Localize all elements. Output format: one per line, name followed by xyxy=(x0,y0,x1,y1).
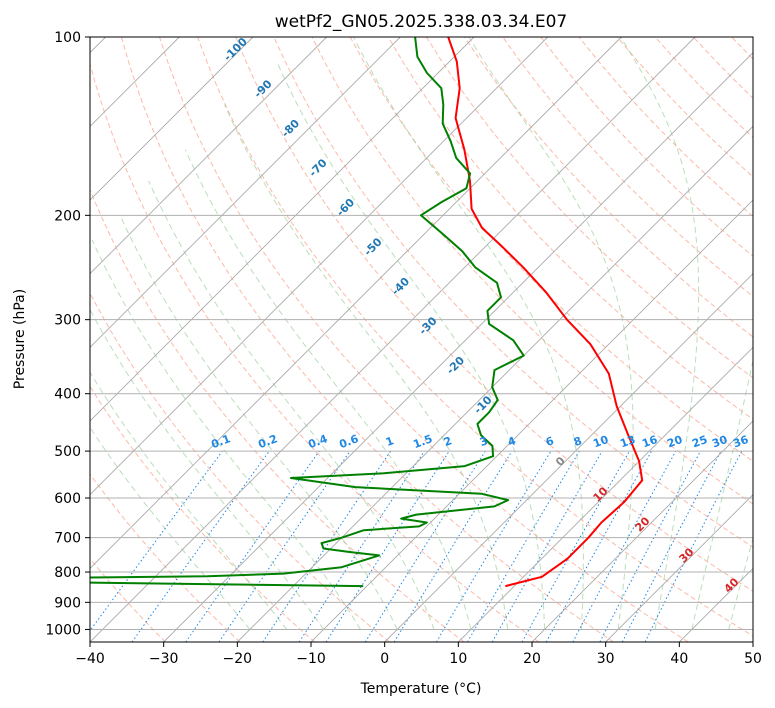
mixing-ratio-label: 20 xyxy=(665,433,684,451)
isotherm xyxy=(90,37,475,422)
isotherm xyxy=(384,273,753,642)
mixing-ratio-label: 0.4 xyxy=(306,432,329,451)
mixing-ratio-line xyxy=(262,450,392,642)
moist-adiabat xyxy=(224,104,509,630)
moist-adiabat xyxy=(353,37,584,630)
dry-adiabat xyxy=(235,37,753,592)
mixing-ratio-line xyxy=(572,450,677,642)
x-axis-label: Temperature (°C) xyxy=(360,681,482,697)
isotherm xyxy=(90,37,401,348)
moist-adiabat xyxy=(119,215,398,630)
y-tick-label: 100 xyxy=(54,30,81,46)
mixing-ratio-line xyxy=(131,450,270,642)
y-axis-label: Pressure (hPa) xyxy=(12,289,28,389)
isotherm xyxy=(90,37,622,569)
y-tick-label: 1000 xyxy=(45,622,81,638)
plot-frame xyxy=(89,36,754,643)
isotherm xyxy=(605,494,753,642)
x-tick-label: −40 xyxy=(75,651,105,667)
mixing-ratio-label: 30 xyxy=(710,433,729,451)
y-tick-label: 600 xyxy=(54,491,81,507)
x-tick-label: 50 xyxy=(744,651,762,667)
isotherm xyxy=(237,125,753,642)
moist-adiabat xyxy=(90,426,251,630)
isotherm xyxy=(90,37,696,642)
dry-adiabat xyxy=(273,37,753,548)
x-tick-label: −20 xyxy=(223,651,253,667)
isotherm xyxy=(90,37,548,496)
dry-adiabat xyxy=(425,37,753,379)
x-tick-label: 0 xyxy=(380,651,389,667)
axis-ticks: −40 −30 −20 −10 0 10 20 30 40 50 1000 900 800 700 600 5… xyxy=(45,30,762,667)
mixing-ratio-label: 0.6 xyxy=(337,432,360,451)
x-tick-label: 40 xyxy=(670,651,688,667)
moist-adiabat xyxy=(468,37,634,630)
isotherm xyxy=(90,37,254,201)
mixing-ratio-label: 3 xyxy=(478,434,490,449)
mixing-ratio-label: 16 xyxy=(640,433,659,451)
moist-adiabat xyxy=(620,37,700,630)
x-tick-label: −10 xyxy=(296,651,326,667)
dry-adiabat xyxy=(349,37,753,462)
moist-adiabat xyxy=(148,180,435,630)
mixing-ratio-label: 36 xyxy=(731,433,750,451)
dry-adiabat xyxy=(120,37,614,642)
mixing-ratio-label: 8 xyxy=(572,434,584,449)
mixing-ratio-label: 0.2 xyxy=(256,432,279,451)
moist-adiabat xyxy=(184,149,472,630)
y-tick-label: 400 xyxy=(54,387,81,403)
mixing-ratio-line xyxy=(90,450,223,632)
isotherm xyxy=(90,37,327,275)
mixing-ratio-label: 13 xyxy=(618,433,637,450)
moist-adiabat xyxy=(728,536,753,630)
dry-adiabat xyxy=(464,37,753,338)
x-tick-label: 30 xyxy=(597,651,615,667)
mixing-ratio-label: 4 xyxy=(506,434,518,449)
y-tick-label: 800 xyxy=(54,565,81,581)
x-tick-label: 10 xyxy=(449,651,467,667)
dry-adiabat xyxy=(197,37,753,637)
isotherm xyxy=(310,199,753,642)
mixing-ratio-label: 2 xyxy=(442,434,454,449)
temperature-line xyxy=(447,37,644,588)
x-tick-label: −30 xyxy=(149,651,179,667)
mixing-ratio-label: 6 xyxy=(544,434,556,449)
mixing-ratio-label: 25 xyxy=(690,433,709,450)
mixing-ratio-line xyxy=(545,450,653,642)
y-tick-label: 700 xyxy=(54,531,81,547)
dewpoint-line xyxy=(90,37,525,588)
mixing-ratio-line xyxy=(521,450,630,642)
mixing-ratio-label: 0.1 xyxy=(209,432,232,451)
dry-adiabat xyxy=(90,557,166,642)
y-tick-label: 900 xyxy=(54,595,81,611)
dry-adiabat xyxy=(90,473,241,642)
moist-adiabat xyxy=(276,61,546,630)
plot-series xyxy=(90,37,644,588)
dry-adiabat xyxy=(159,37,689,642)
isotherm xyxy=(531,420,753,642)
mixing-ratio-label: 1.5 xyxy=(411,432,434,451)
y-tick-label: 300 xyxy=(54,313,81,329)
chart-title: wetPf2_GN05.2025.338.03.34.E07 xyxy=(275,12,567,32)
mixing-ratio-line xyxy=(185,450,320,642)
x-tick-label: 20 xyxy=(523,651,541,667)
mixing-ratio-label: 1 xyxy=(384,434,396,449)
y-tick-label: 500 xyxy=(54,444,81,460)
moist-adiabat xyxy=(90,308,325,630)
mixing-ratio-line xyxy=(644,450,743,642)
isotherm xyxy=(163,52,753,642)
moist-adiabat xyxy=(90,371,288,630)
mixing-ratio-line xyxy=(325,450,450,642)
moist-adiabat xyxy=(691,358,753,630)
isotherm xyxy=(458,346,753,642)
dry-adiabat xyxy=(90,385,316,642)
mixing-ratio-line xyxy=(218,450,351,642)
mixing-ratio-label: 10 xyxy=(591,433,610,451)
y-tick-label: 200 xyxy=(54,208,81,224)
dry-adiabat xyxy=(90,292,390,642)
dry-adiabat xyxy=(90,188,465,642)
moist-adiabat xyxy=(91,239,361,630)
